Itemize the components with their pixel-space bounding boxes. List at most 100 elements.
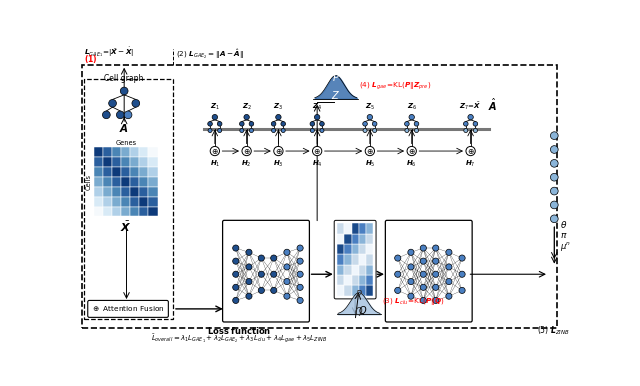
Bar <box>112 157 121 167</box>
Circle shape <box>109 100 116 107</box>
Bar <box>121 197 131 207</box>
Bar <box>351 244 358 254</box>
Bar <box>112 187 121 197</box>
Bar <box>148 207 157 217</box>
Text: $\boldsymbol{H}_6$: $\boldsymbol{H}_6$ <box>406 159 417 169</box>
Text: $P$: $P$ <box>332 71 340 83</box>
Bar <box>358 234 366 244</box>
Bar <box>337 254 344 265</box>
Circle shape <box>312 146 322 156</box>
Circle shape <box>218 122 222 126</box>
Bar <box>148 167 157 177</box>
Bar <box>140 147 148 157</box>
Circle shape <box>433 297 439 303</box>
Bar <box>358 286 366 296</box>
Bar <box>103 187 112 197</box>
Bar <box>131 187 140 197</box>
Bar <box>351 265 358 275</box>
Bar <box>351 254 358 265</box>
Bar <box>344 223 351 234</box>
Text: $\theta$: $\theta$ <box>560 219 567 230</box>
Circle shape <box>246 249 252 256</box>
Circle shape <box>550 159 558 167</box>
Circle shape <box>297 297 303 303</box>
Circle shape <box>233 258 239 264</box>
FancyBboxPatch shape <box>223 220 309 322</box>
Bar <box>148 187 157 197</box>
Circle shape <box>463 122 468 126</box>
Text: $\oplus$: $\oplus$ <box>408 147 415 156</box>
Circle shape <box>120 87 128 95</box>
Text: $Q$: $Q$ <box>358 304 367 317</box>
Circle shape <box>372 129 377 132</box>
Text: $(2)\ \boldsymbol{L}_{GAE_2}=\|\boldsymbol{A}-\hat{\boldsymbol{A}}\|$: $(2)\ \boldsymbol{L}_{GAE_2}=\|\boldsymb… <box>176 47 244 61</box>
Bar <box>366 275 373 286</box>
Text: $\boldsymbol{H}_5$: $\boldsymbol{H}_5$ <box>365 159 375 169</box>
Bar <box>337 234 344 244</box>
Bar <box>112 207 121 217</box>
Circle shape <box>284 249 290 256</box>
Bar <box>358 265 366 275</box>
Circle shape <box>233 297 239 303</box>
Bar <box>140 207 148 217</box>
Bar <box>140 197 148 207</box>
Circle shape <box>408 249 414 256</box>
Circle shape <box>297 271 303 277</box>
Circle shape <box>116 111 124 119</box>
Bar <box>131 157 140 167</box>
Circle shape <box>363 129 367 132</box>
Bar <box>337 244 344 254</box>
Circle shape <box>395 255 401 261</box>
Circle shape <box>433 245 439 251</box>
Bar <box>344 234 351 244</box>
Circle shape <box>281 122 285 126</box>
Circle shape <box>310 122 315 126</box>
Circle shape <box>276 115 281 120</box>
Text: $\oplus$: $\oplus$ <box>211 147 219 156</box>
Circle shape <box>446 264 452 270</box>
Bar <box>131 177 140 187</box>
Circle shape <box>284 293 290 299</box>
Circle shape <box>367 115 372 120</box>
Text: $P$: $P$ <box>355 288 363 300</box>
Bar <box>140 167 148 177</box>
Text: $(5)\ \boldsymbol{L}_{ZINB}$: $(5)\ \boldsymbol{L}_{ZINB}$ <box>537 325 570 337</box>
Circle shape <box>259 287 264 293</box>
Circle shape <box>365 146 374 156</box>
Circle shape <box>409 115 415 120</box>
Circle shape <box>271 129 276 132</box>
Circle shape <box>372 122 377 126</box>
Text: $\boldsymbol{Z}_1$: $\boldsymbol{Z}_1$ <box>210 102 220 112</box>
Bar <box>140 157 148 167</box>
Bar <box>344 244 351 254</box>
Circle shape <box>446 278 452 284</box>
Bar <box>337 223 344 234</box>
Bar <box>366 244 373 254</box>
Text: $\boldsymbol{Z}_3$: $\boldsymbol{Z}_3$ <box>273 102 284 112</box>
Circle shape <box>446 249 452 256</box>
Circle shape <box>408 264 414 270</box>
Circle shape <box>550 215 558 223</box>
Circle shape <box>363 122 367 126</box>
Circle shape <box>259 255 264 261</box>
Circle shape <box>208 129 212 132</box>
Circle shape <box>297 258 303 264</box>
Circle shape <box>395 271 401 277</box>
Circle shape <box>550 187 558 195</box>
Circle shape <box>408 293 414 299</box>
Bar <box>112 177 121 187</box>
Text: $\oplus$: $\oplus$ <box>467 147 474 156</box>
Circle shape <box>550 173 558 181</box>
Text: $\boldsymbol{H}_2$: $\boldsymbol{H}_2$ <box>241 159 252 169</box>
Text: $\oplus$: $\oplus$ <box>314 147 321 156</box>
Circle shape <box>420 297 426 303</box>
Text: $\mu^n$: $\mu^n$ <box>560 240 571 253</box>
Bar <box>103 147 112 157</box>
Circle shape <box>474 129 477 132</box>
Circle shape <box>281 129 285 132</box>
Circle shape <box>420 245 426 251</box>
Text: $\boldsymbol{Z}_5$: $\boldsymbol{Z}_5$ <box>365 102 375 112</box>
Circle shape <box>284 264 290 270</box>
Circle shape <box>415 129 419 132</box>
Circle shape <box>297 245 303 251</box>
